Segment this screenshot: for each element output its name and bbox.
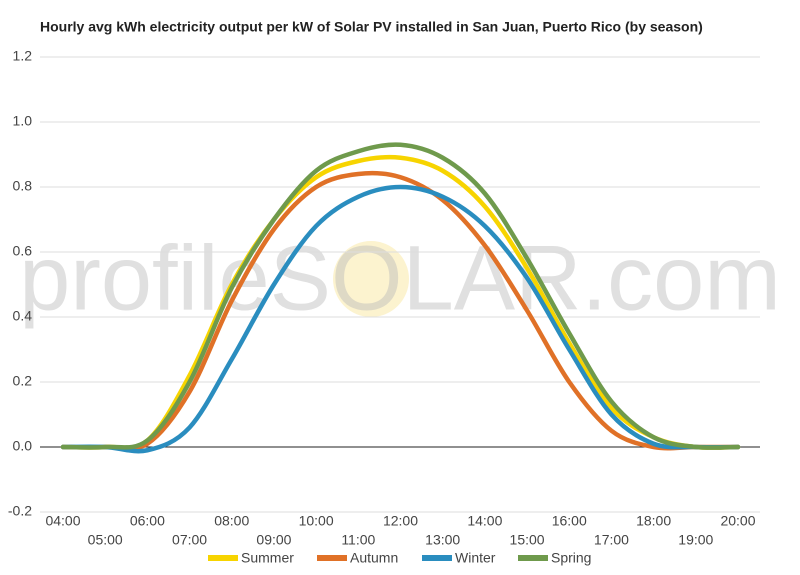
x-tick-label: 11:00 bbox=[341, 532, 375, 548]
x-tick-label: 04:00 bbox=[45, 513, 80, 529]
y-tick-label: 0.4 bbox=[13, 308, 33, 324]
y-tick-label: 0.2 bbox=[13, 373, 33, 389]
y-tick-label: -0.2 bbox=[8, 503, 32, 519]
y-tick-label: 0.0 bbox=[13, 438, 33, 454]
y-tick-label: 0.8 bbox=[13, 178, 33, 194]
x-tick-label: 09:00 bbox=[256, 532, 291, 548]
series-line bbox=[60, 184, 741, 454]
x-tick-label: 18:00 bbox=[636, 513, 671, 529]
x-tick-label: 08:00 bbox=[214, 513, 249, 529]
series-line bbox=[60, 142, 741, 450]
x-tick-label: 16:00 bbox=[552, 513, 587, 529]
legend-label: Winter bbox=[455, 550, 496, 566]
x-tick-label: 15:00 bbox=[510, 532, 545, 548]
x-tick-label: 17:00 bbox=[594, 532, 629, 548]
x-tick-label: 10:00 bbox=[299, 513, 334, 529]
x-tick-label: 07:00 bbox=[172, 532, 207, 548]
legend-swatch bbox=[317, 555, 347, 561]
y-tick-label: 0.6 bbox=[13, 243, 33, 259]
series-line bbox=[60, 154, 741, 451]
x-tick-label: 20:00 bbox=[720, 513, 755, 529]
chart-title: Hourly avg kWh electricity output per kW… bbox=[40, 19, 703, 35]
watermark-sun bbox=[333, 241, 409, 317]
x-tick-label: 05:00 bbox=[88, 532, 123, 548]
y-tick-label: 1.0 bbox=[13, 113, 33, 129]
legend-swatch bbox=[518, 555, 548, 561]
x-tick-label: 19:00 bbox=[678, 532, 713, 548]
x-tick-label: 14:00 bbox=[467, 513, 502, 529]
legend-swatch bbox=[422, 555, 452, 561]
series-line bbox=[60, 170, 741, 451]
legend-label: Autumn bbox=[350, 550, 398, 566]
legend-label: Spring bbox=[551, 550, 591, 566]
x-tick-label: 12:00 bbox=[383, 513, 418, 529]
y-tick-label: 1.2 bbox=[13, 48, 33, 64]
watermark: profileSOLAR.com bbox=[19, 227, 781, 329]
legend-label: Summer bbox=[241, 550, 294, 566]
legend-swatch bbox=[208, 555, 238, 561]
x-tick-label: 06:00 bbox=[130, 513, 165, 529]
x-tick-label: 13:00 bbox=[425, 532, 460, 548]
